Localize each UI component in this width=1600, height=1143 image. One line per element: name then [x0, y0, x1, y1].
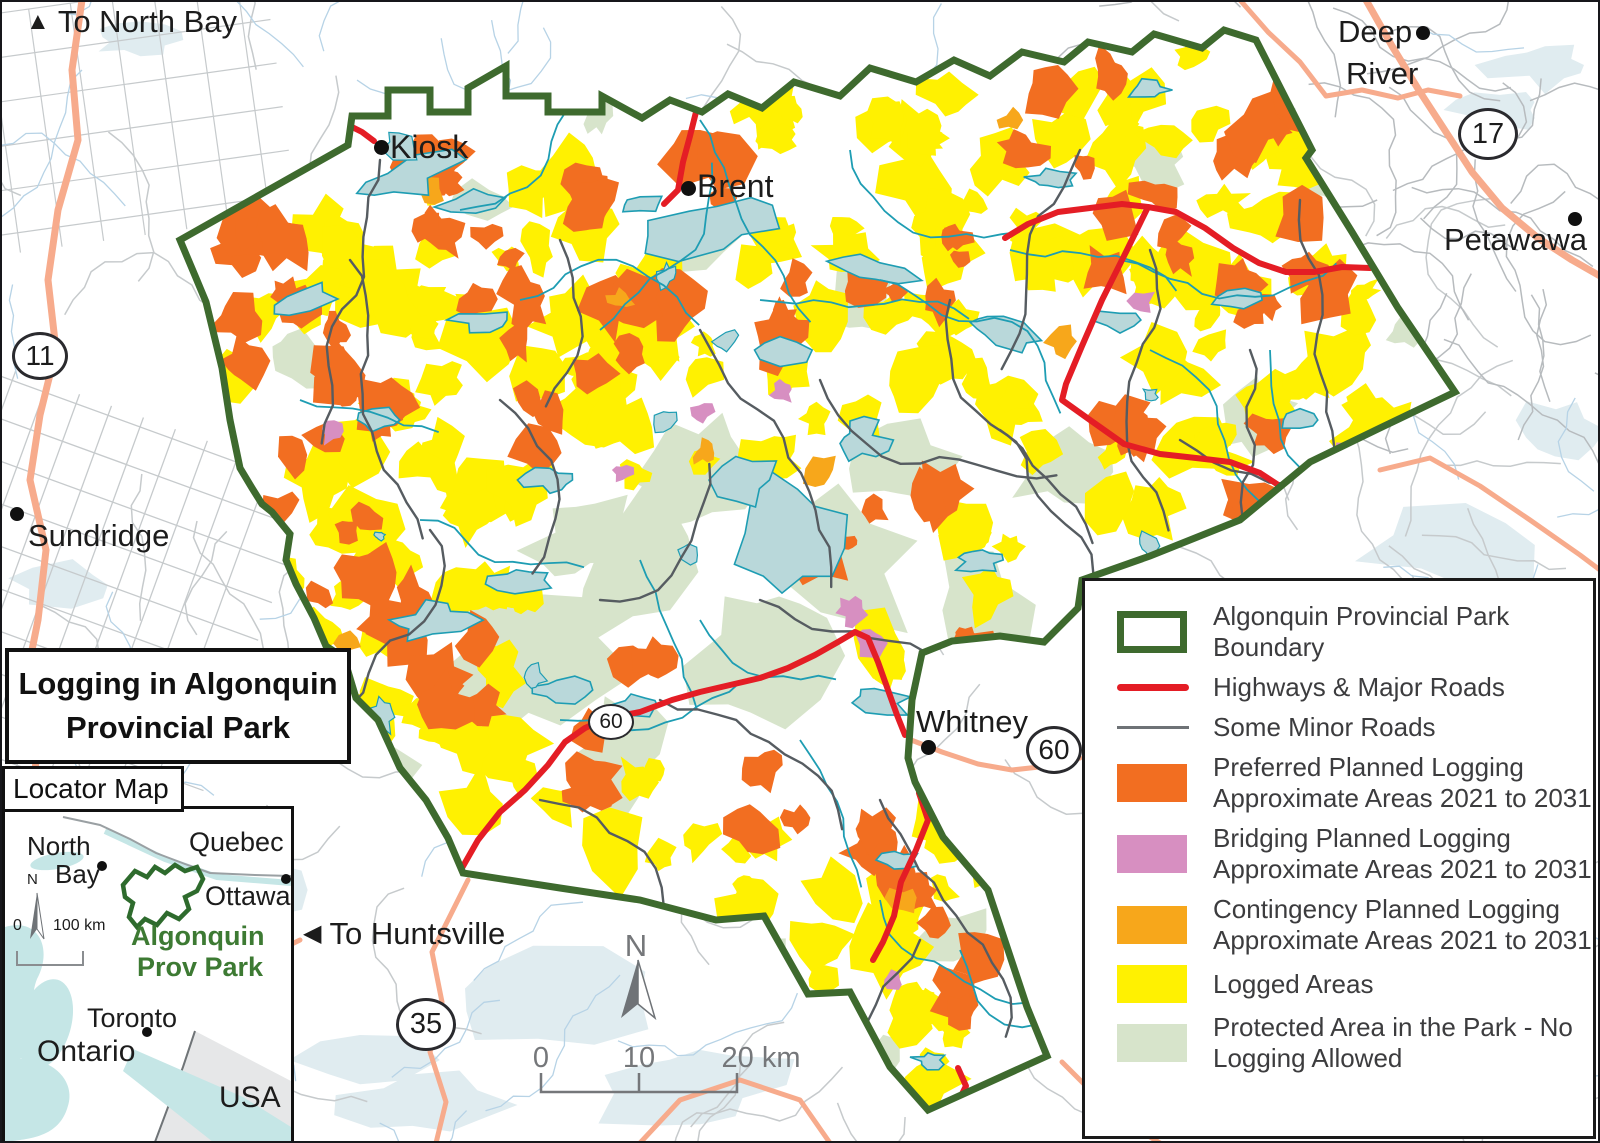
legend-item-line: Protected Area in the Park - No — [1213, 1012, 1573, 1042]
legend-item-label: Some Minor Roads — [1213, 712, 1436, 743]
town-label-whitney: Whitney — [916, 704, 1028, 739]
locator-toronto: Toronto — [87, 1003, 178, 1033]
north-triangle-icon: ▲ — [26, 8, 50, 35]
locator-scale-100: 100 km — [53, 917, 106, 934]
legend-item: Preferred Planned Logging Approximate Are… — [1117, 752, 1593, 814]
town-label-kiosk: Kiosk — [390, 129, 469, 165]
legend-item-line: Logging Allowed — [1213, 1043, 1403, 1073]
locator-quebec: Quebec — [189, 827, 284, 857]
legend-swatch-gray-line — [1117, 726, 1193, 729]
legend-item: Algonquin Provincial Park Boundary — [1117, 601, 1593, 663]
to-huntsville-label: ◀ To Huntsville — [303, 916, 506, 951]
locator-north-bay-1: North — [27, 831, 91, 861]
town-label-petawawa: Petawawa — [1444, 222, 1588, 257]
scalebar-zero: 0 — [532, 1042, 550, 1074]
legend-item-line: Preferred Planned Logging — [1213, 752, 1524, 782]
legend-item-label: Highways & Major Roads — [1213, 672, 1505, 703]
legend-item-line: Boundary — [1213, 632, 1325, 662]
locator-artwork — [5, 809, 291, 1142]
legend-item: Bridging Planned Logging Approximate Area… — [1117, 823, 1593, 885]
legend-item: Protected Area in the Park - No Logging A… — [1117, 1012, 1593, 1074]
north-arrow-label: N — [624, 928, 648, 963]
map-legend: Algonquin Provincial Park Boundary Highway… — [1082, 578, 1596, 1139]
legend-swatch-logged — [1117, 965, 1193, 1003]
to-north-bay-label: ▲ To North Bay — [26, 4, 238, 39]
locator-usa: USA — [219, 1081, 281, 1114]
town-label-sundridge: Sundridge — [28, 518, 170, 553]
legend-item-line: Bridging Planned Logging — [1213, 823, 1511, 853]
town-dot-whitney — [921, 740, 936, 755]
locator-park-name-1: Algonquin — [131, 921, 265, 951]
locator-north-label: N — [27, 871, 38, 888]
legend-item-line: Algonquin Provincial Park — [1213, 601, 1510, 631]
legend-swatch-bridging — [1117, 835, 1193, 873]
legend-item-line: Highways & Major Roads — [1213, 672, 1505, 702]
legend-item-line: Logged Areas — [1213, 968, 1374, 999]
locator-park-name-2: Prov Park — [137, 952, 264, 982]
legend-swatch-protected — [1117, 1024, 1193, 1062]
legend-item-label: Algonquin Provincial Park Boundary — [1213, 601, 1509, 663]
town-dot-deep-river — [1416, 26, 1430, 40]
legend-swatch-red-line — [1117, 684, 1193, 691]
locator-ontario: Ontario — [37, 1035, 136, 1068]
highway-shield-17: 17 — [1458, 108, 1518, 160]
town-label-deep: Deep — [1338, 14, 1413, 49]
legend-item: Logged Areas — [1117, 965, 1593, 1003]
town-dot-brent — [681, 181, 696, 196]
scalebar-twenty: 20 km — [721, 1042, 801, 1074]
town-label-river: River — [1346, 56, 1419, 91]
legend-item-label: Bridging Planned Logging Approximate Area… — [1213, 823, 1592, 885]
highway-shield-60-east: 60 — [1026, 726, 1082, 774]
legend-item-line: Some Minor Roads — [1213, 712, 1436, 742]
legend-item-line: Approximate Areas 2021 to 2031 — [1213, 783, 1592, 813]
locator-scale-zero: 0 — [13, 917, 22, 934]
highway-shield-11: 11 — [12, 332, 68, 380]
locator-north-bay-2: Bay — [55, 859, 100, 889]
locator-ottawa: Ottawa — [205, 881, 291, 911]
legend-swatch-preferred — [1117, 764, 1193, 802]
legend-item-line: Approximate Areas 2021 to 2031 — [1213, 925, 1592, 955]
town-dot-kiosk — [374, 140, 389, 155]
map-title-line1: Logging in Algonquin — [18, 666, 338, 701]
legend-item-line: Contingency Planned Logging — [1213, 894, 1560, 924]
locator-map: North Bay Quebec Ottawa Algonquin Prov P… — [2, 806, 294, 1143]
map-title-line2: Provincial Park — [65, 710, 290, 745]
map-title-box: Logging in Algonquin Provincial Park — [5, 648, 351, 764]
locator-map-title: Locator Map — [2, 766, 184, 812]
town-label-brent: Brent — [697, 168, 774, 204]
legend-item-line: Approximate Areas 2021 to 2031 — [1213, 854, 1592, 884]
highway-shield-60-park: 60 — [588, 704, 634, 740]
scalebar-ten: 10 — [622, 1042, 656, 1074]
legend-item: Contingency Planned Logging Approximate A… — [1117, 894, 1593, 956]
town-dot-sundridge — [10, 507, 24, 521]
west-triangle-icon: ◀ — [303, 920, 322, 947]
legend-item-label: Contingency Planned Logging Approximate A… — [1213, 894, 1592, 956]
legend-item: Some Minor Roads — [1117, 712, 1593, 743]
highway-shield-35: 35 — [396, 998, 456, 1051]
legend-item-label: Logged Areas — [1213, 969, 1373, 1000]
legend-item: Highways & Major Roads — [1117, 672, 1593, 703]
legend-swatch-contingency — [1117, 906, 1193, 944]
legend-item-label: Preferred Planned Logging Approximate Are… — [1213, 752, 1592, 814]
town-dot-petawawa — [1568, 212, 1582, 226]
legend-swatch-boundary — [1117, 611, 1193, 653]
legend-item-label: Protected Area in the Park - No Logging A… — [1213, 1012, 1573, 1074]
